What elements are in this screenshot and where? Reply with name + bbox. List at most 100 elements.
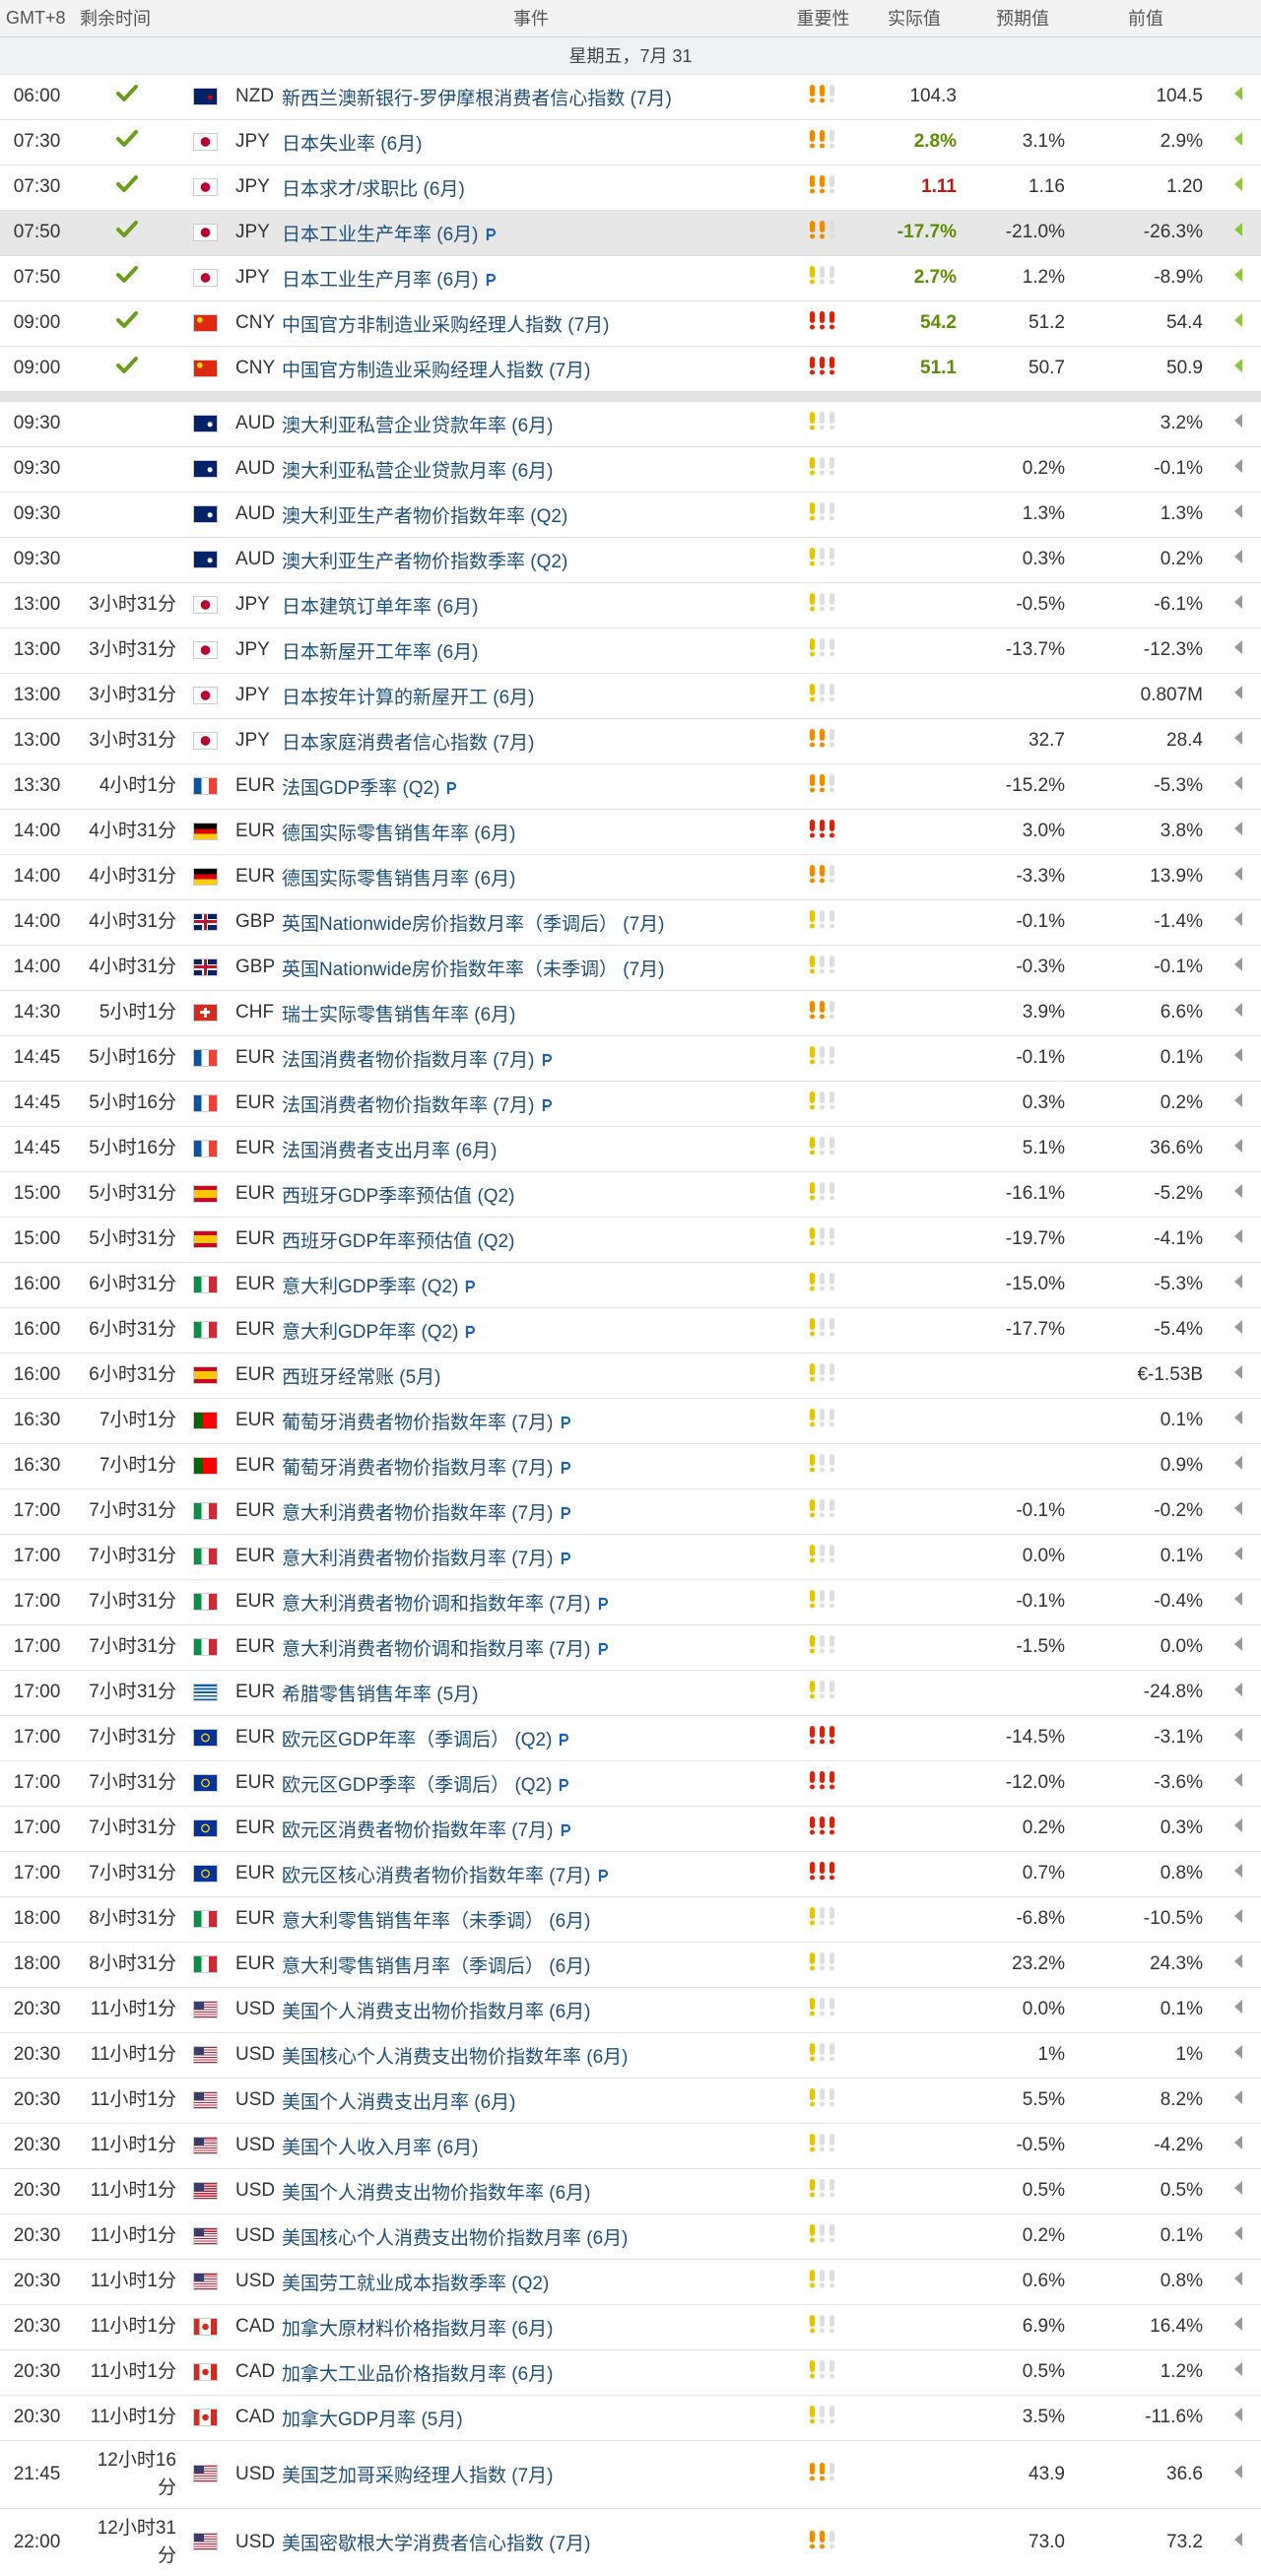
alert-toggle[interactable] [1232, 1727, 1244, 1743]
event-name[interactable]: 欧元区GDP季率（季调后） (Q2) [282, 1774, 553, 1796]
event-name[interactable]: 美国核心个人消费支出物价指数年率 (6月) [282, 2046, 629, 2068]
alert-toggle[interactable] [1232, 1908, 1244, 1924]
event-name[interactable]: 新西兰澳新银行-罗伊摩根消费者信心指数 (7月) [282, 88, 672, 109]
alert-toggle[interactable] [1232, 131, 1244, 147]
alert-toggle[interactable] [1232, 549, 1244, 564]
alert-toggle[interactable] [1232, 1953, 1244, 1969]
alert-toggle[interactable] [1232, 1092, 1244, 1108]
event-name[interactable]: 希腊零售销售年率 (5月) [282, 1684, 479, 1705]
event-name[interactable]: 法国GDP季率 (Q2) [282, 777, 440, 799]
event-name[interactable]: 日本按年计算的新屋开工 (6月) [282, 687, 535, 708]
alert-toggle[interactable] [1232, 2464, 1244, 2479]
alert-toggle[interactable] [1232, 2225, 1244, 2241]
event-name[interactable]: 意大利消费者物价指数月率 (7月) [282, 1548, 554, 1569]
event-name[interactable]: 法国消费者物价指数年率 (7月) [282, 1094, 535, 1116]
event-name[interactable]: 意大利消费者物价指数年率 (7月) [282, 1502, 554, 1524]
alert-toggle[interactable] [1232, 2361, 1244, 2377]
event-name[interactable]: 西班牙GDP年率预估值 (Q2) [282, 1230, 515, 1252]
alert-toggle[interactable] [1232, 821, 1244, 836]
alert-toggle[interactable] [1232, 358, 1244, 373]
event-name[interactable]: 德国实际零售销售月率 (6月) [282, 868, 516, 890]
event-name[interactable]: 日本新屋开工年率 (6月) [282, 641, 479, 663]
alert-toggle[interactable] [1232, 2180, 1244, 2196]
alert-toggle[interactable] [1232, 1636, 1244, 1652]
event-name[interactable]: 意大利消费者物价调和指数月率 (7月) [282, 1638, 591, 1660]
alert-toggle[interactable] [1232, 911, 1244, 927]
event-name[interactable]: 中国官方非制造业采购经理人指数 (7月) [282, 314, 610, 336]
event-name[interactable]: 英国Nationwide房价指数月率（季调后） (7月) [282, 913, 665, 935]
event-name[interactable]: 西班牙经常账 (5月) [282, 1366, 441, 1388]
event-name[interactable]: 美国个人消费支出月率 (6月) [282, 2091, 516, 2113]
event-name[interactable]: 日本建筑订单年率 (6月) [282, 596, 479, 618]
event-name[interactable]: 日本工业生产年率 (6月) [282, 224, 479, 245]
event-name[interactable]: 法国消费者支出月率 (6月) [282, 1140, 498, 1161]
alert-toggle[interactable] [1232, 866, 1244, 882]
event-name[interactable]: 美国核心个人消费支出物价指数月率 (6月) [282, 2227, 629, 2249]
alert-toggle[interactable] [1232, 176, 1244, 192]
event-name[interactable]: 中国官方制造业采购经理人指数 (7月) [282, 360, 591, 381]
event-name[interactable]: 欧元区消费者物价指数年率 (7月) [282, 1819, 554, 1841]
alert-toggle[interactable] [1232, 1319, 1244, 1335]
event-name[interactable]: 加拿大GDP月率 (5月) [282, 2409, 463, 2430]
alert-toggle[interactable] [1232, 639, 1244, 655]
event-name[interactable]: 美国个人收入月率 (6月) [282, 2137, 479, 2158]
event-name[interactable]: 日本求才/求职比 (6月) [282, 178, 465, 200]
event-name[interactable]: 西班牙GDP季率预估值 (Q2) [282, 1185, 515, 1207]
alert-toggle[interactable] [1232, 222, 1244, 237]
event-name[interactable]: 欧元区核心消费者物价指数年率 (7月) [282, 1865, 591, 1886]
alert-toggle[interactable] [1232, 2089, 1244, 2105]
event-name[interactable]: 德国实际零售销售年率 (6月) [282, 823, 516, 844]
event-name[interactable]: 意大利零售销售月率（季调后） (6月) [282, 1955, 591, 1977]
event-name[interactable]: 意大利零售销售年率（未季调） (6月) [282, 1910, 591, 1932]
alert-toggle[interactable] [1232, 594, 1244, 610]
alert-toggle[interactable] [1232, 1682, 1244, 1697]
alert-toggle[interactable] [1232, 1047, 1244, 1063]
alert-toggle[interactable] [1232, 1863, 1244, 1879]
event-name[interactable]: 美国个人消费支出物价指数月率 (6月) [282, 2001, 591, 2022]
alert-toggle[interactable] [1232, 2044, 1244, 2060]
alert-toggle[interactable] [1232, 503, 1244, 519]
event-name[interactable]: 瑞士实际零售销售年率 (6月) [282, 1004, 516, 1025]
alert-toggle[interactable] [1232, 1591, 1244, 1607]
alert-toggle[interactable] [1232, 685, 1244, 700]
alert-toggle[interactable] [1232, 1274, 1244, 1289]
alert-toggle[interactable] [1232, 957, 1244, 972]
alert-toggle[interactable] [1232, 1228, 1244, 1244]
alert-toggle[interactable] [1232, 2532, 1244, 2547]
alert-toggle[interactable] [1232, 458, 1244, 474]
event-name[interactable]: 澳大利亚生产者物价指数季率 (Q2) [282, 551, 568, 572]
alert-toggle[interactable] [1232, 1999, 1244, 2015]
alert-toggle[interactable] [1232, 1364, 1244, 1380]
alert-toggle[interactable] [1232, 413, 1244, 429]
event-name[interactable]: 葡萄牙消费者物价指数年率 (7月) [282, 1412, 554, 1433]
alert-toggle[interactable] [1232, 1546, 1244, 1561]
event-name[interactable]: 加拿大原材料价格指数月率 (6月) [282, 2318, 554, 2340]
alert-toggle[interactable] [1232, 1500, 1244, 1516]
event-name[interactable]: 澳大利亚生产者物价指数年率 (Q2) [282, 505, 568, 527]
alert-toggle[interactable] [1232, 2316, 1244, 2332]
alert-toggle[interactable] [1232, 86, 1244, 101]
event-name[interactable]: 澳大利亚私营企业贷款月率 (6月) [282, 460, 554, 482]
alert-toggle[interactable] [1232, 775, 1244, 791]
event-name[interactable]: 日本家庭消费者信心指数 (7月) [282, 732, 535, 754]
event-name[interactable]: 美国芝加哥采购经理人指数 (7月) [282, 2466, 554, 2486]
event-name[interactable]: 日本工业生产月率 (6月) [282, 269, 479, 291]
alert-toggle[interactable] [1232, 267, 1244, 283]
event-name[interactable]: 葡萄牙消费者物价指数月率 (7月) [282, 1457, 554, 1479]
alert-toggle[interactable] [1232, 1002, 1244, 1018]
alert-toggle[interactable] [1232, 1817, 1244, 1833]
event-name[interactable]: 意大利GDP季率 (Q2) [282, 1276, 459, 1297]
alert-toggle[interactable] [1232, 730, 1244, 746]
event-name[interactable]: 美国劳工就业成本指数季率 (Q2) [282, 2273, 550, 2294]
event-name[interactable]: 加拿大工业品价格指数月率 (6月) [282, 2363, 554, 2385]
event-name[interactable]: 欧元区GDP年率（季调后） (Q2) [282, 1729, 553, 1750]
alert-toggle[interactable] [1232, 1138, 1244, 1154]
event-name[interactable]: 美国个人消费支出物价指数年率 (6月) [282, 2182, 591, 2204]
alert-toggle[interactable] [1232, 1772, 1244, 1788]
alert-toggle[interactable] [1232, 1410, 1244, 1425]
event-name[interactable]: 澳大利亚私营企业贷款年率 (6月) [282, 415, 554, 436]
alert-toggle[interactable] [1232, 1183, 1244, 1199]
event-name[interactable]: 意大利GDP年率 (Q2) [282, 1321, 459, 1343]
alert-toggle[interactable] [1232, 2271, 1244, 2286]
event-name[interactable]: 日本失业率 (6月) [282, 133, 423, 155]
